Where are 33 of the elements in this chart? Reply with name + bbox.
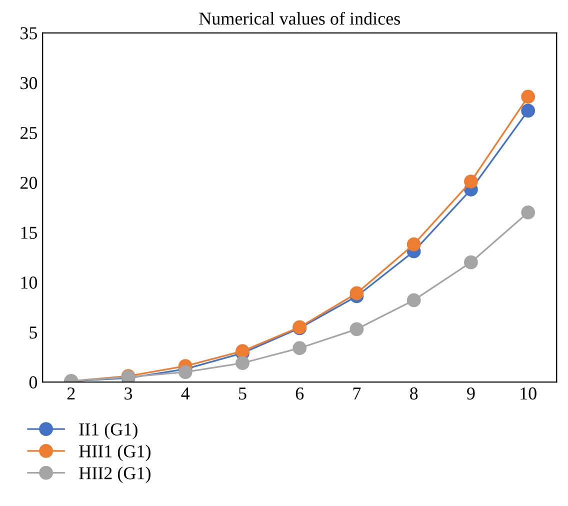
point xyxy=(350,322,364,336)
point xyxy=(406,237,421,252)
x-tick-label: 7 xyxy=(353,388,361,400)
x-tick-label: 8 xyxy=(410,387,418,400)
y-tick-label: 20 xyxy=(20,176,38,189)
y-tick-label: 35 xyxy=(20,27,38,40)
point xyxy=(521,90,536,104)
y-tick-label: 30 xyxy=(20,77,38,90)
point xyxy=(464,255,478,270)
legend-label: HII1 (G1) xyxy=(79,444,150,462)
y-tick-label: 15 xyxy=(21,226,38,239)
x-tick-label: 2 xyxy=(67,387,75,400)
chart-title: Numerical values of indices xyxy=(199,12,400,25)
y-tick-label: 0 xyxy=(29,376,38,388)
point xyxy=(236,356,250,370)
point xyxy=(521,206,536,220)
point xyxy=(521,104,536,118)
x-tick-label: 3 xyxy=(124,387,132,400)
x-tick-label: 5 xyxy=(239,388,246,400)
point xyxy=(464,174,478,188)
y-tick-label: 25 xyxy=(20,126,38,140)
legend-label: II1 (G1) xyxy=(79,422,138,440)
point xyxy=(292,341,307,356)
x-tick-label: 4 xyxy=(181,388,190,400)
y-tick-label: 5 xyxy=(30,326,38,339)
x-tick-label: 6 xyxy=(296,387,304,400)
x-tick-label: 10 xyxy=(520,387,536,400)
point xyxy=(350,286,364,300)
point xyxy=(406,293,421,308)
y-tick-label: 10 xyxy=(21,276,38,289)
point xyxy=(178,365,192,379)
x-tick-label: 9 xyxy=(467,387,475,400)
legend-label: HII2 (G1) xyxy=(79,466,150,484)
